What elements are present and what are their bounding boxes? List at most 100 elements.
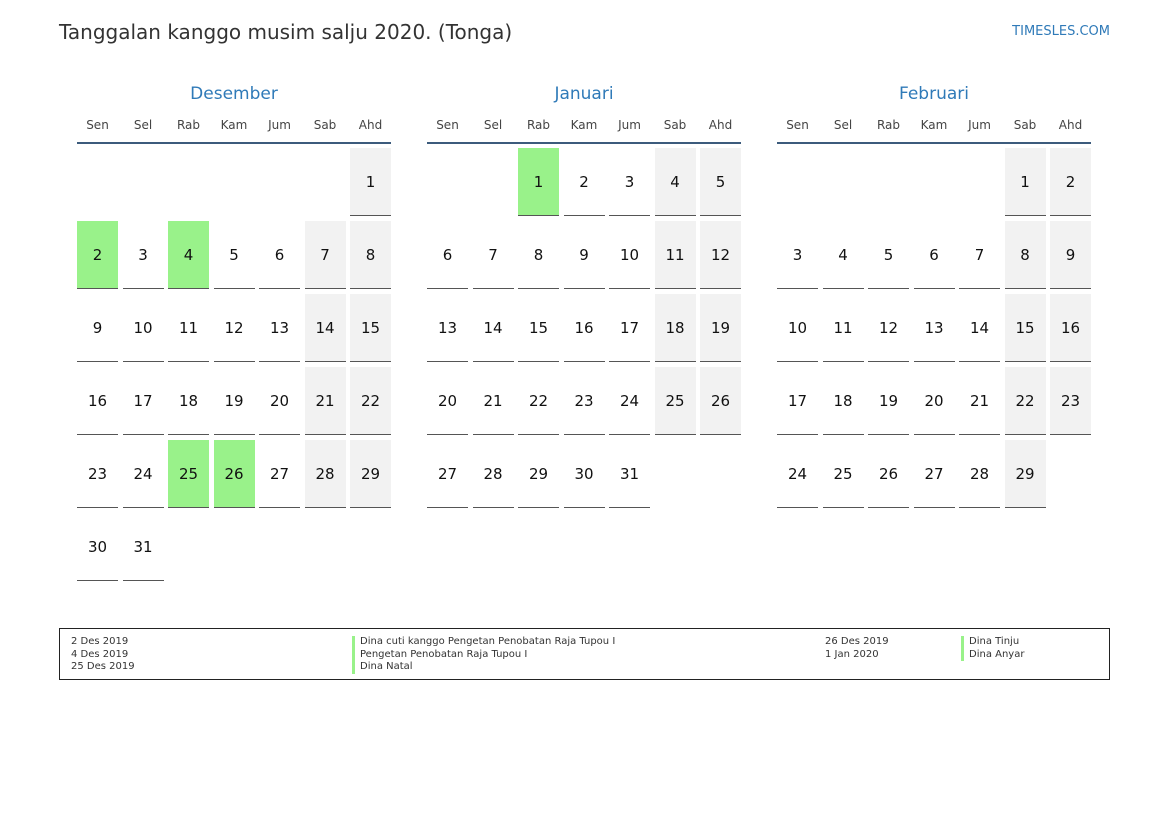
day-cell: 20 xyxy=(427,367,468,435)
weekday-label: Jum xyxy=(268,118,291,132)
month-name: Desember xyxy=(190,84,278,104)
day-cell: 2 xyxy=(563,148,605,216)
legend-holiday-name: Dina cuti kanggo Pengetan Penobatan Raja… xyxy=(352,636,615,649)
day-cell: 17 xyxy=(609,294,650,362)
weekday-header: Sen Sel Rab Kam Jum Sab Ahd xyxy=(427,118,741,135)
day-cell: 29 xyxy=(350,440,391,508)
day-cell: 1 xyxy=(350,148,391,216)
day-cell: 15 xyxy=(518,294,559,362)
header-divider xyxy=(427,142,741,144)
day-cell: 14 xyxy=(959,294,1000,362)
day-cell: 13 xyxy=(427,294,468,362)
day-cell: 11 xyxy=(168,294,209,362)
weekday-label: Rab xyxy=(526,118,551,132)
day-cell: 9 xyxy=(77,294,118,362)
day-cell: 1 xyxy=(518,148,559,216)
weekday-label: Sel xyxy=(133,118,153,132)
day-cell: 24 xyxy=(122,440,164,508)
weekday-label: Jum xyxy=(618,118,641,132)
day-cell: 20 xyxy=(913,367,955,435)
site-link[interactable]: TIMESLES.COM xyxy=(1012,24,1110,39)
weekday-label: Sab xyxy=(313,118,337,132)
day-cell: 15 xyxy=(350,294,391,362)
weekday-label: Sen xyxy=(786,118,809,132)
day-cell: 12 xyxy=(213,294,255,362)
empty-cell xyxy=(123,148,164,216)
day-cell: 3 xyxy=(609,148,650,216)
day-cell: 3 xyxy=(122,221,164,289)
day-cell: 2 xyxy=(1050,148,1091,216)
day-cell: 8 xyxy=(1004,221,1046,289)
day-cell: 27 xyxy=(259,440,300,508)
holiday-legend: 2 Des 2019 4 Des 2019 25 Des 2019 Dina c… xyxy=(59,628,1110,680)
day-cell: 18 xyxy=(822,367,864,435)
day-cell: 4 xyxy=(822,221,864,289)
day-cell: 6 xyxy=(913,221,955,289)
day-cell: 31 xyxy=(609,440,650,508)
empty-cell xyxy=(77,148,118,216)
day-cell: 30 xyxy=(563,440,605,508)
day-cell: 21 xyxy=(304,367,346,435)
day-cell: 19 xyxy=(868,367,909,435)
weekday-label: Rab xyxy=(176,118,201,132)
legend-names-left: Dina cuti kanggo Pengetan Penobatan Raja… xyxy=(352,636,615,674)
day-cell: 13 xyxy=(913,294,955,362)
day-cell: 19 xyxy=(700,294,741,362)
day-cell: 28 xyxy=(959,440,1000,508)
empty-cell xyxy=(823,148,864,216)
day-cell: 28 xyxy=(472,440,514,508)
empty-cell xyxy=(214,148,255,216)
weekday-label: Sen xyxy=(436,118,459,132)
empty-cell xyxy=(777,148,818,216)
day-cell: 24 xyxy=(777,440,818,508)
day-cell: 10 xyxy=(609,221,650,289)
day-cell: 5 xyxy=(213,221,255,289)
day-cell: 21 xyxy=(959,367,1000,435)
day-cell: 29 xyxy=(518,440,559,508)
day-cell: 5 xyxy=(700,148,741,216)
empty-cell xyxy=(868,148,909,216)
day-grid: 1 2 3 4 5 6 7 8 9 10 11 12 13 14 15 16 17 18 19 20 21 22 23 24 2… xyxy=(777,148,1091,581)
header-divider xyxy=(77,142,391,144)
day-cell: 20 xyxy=(259,367,300,435)
day-cell: 26 xyxy=(700,367,741,435)
empty-cell xyxy=(168,148,209,216)
day-cell: 8 xyxy=(350,221,391,289)
weekday-label: Kam xyxy=(920,118,948,132)
legend-date: 1 Jan 2020 xyxy=(825,648,879,660)
day-cell: 22 xyxy=(518,367,559,435)
weekday-label: Kam xyxy=(570,118,598,132)
day-cell: 3 xyxy=(777,221,818,289)
empty-cell xyxy=(473,148,514,216)
legend-names-right: Dina Tinju Dina Anyar xyxy=(961,636,1024,662)
day-cell: 21 xyxy=(472,367,514,435)
day-cell: 13 xyxy=(259,294,300,362)
day-cell: 9 xyxy=(563,221,605,289)
empty-cell xyxy=(305,148,346,216)
legend-date: 26 Des 2019 xyxy=(825,636,889,647)
day-cell: 10 xyxy=(122,294,164,362)
day-cell: 6 xyxy=(259,221,300,289)
day-cell: 11 xyxy=(822,294,864,362)
day-cell: 17 xyxy=(122,367,164,435)
day-cell: 17 xyxy=(777,367,818,435)
day-cell: 24 xyxy=(609,367,650,435)
weekday-label: Sel xyxy=(483,118,503,132)
empty-cell xyxy=(914,148,955,216)
weekday-label: Ahd xyxy=(1058,118,1083,132)
day-cell: 25 xyxy=(822,440,864,508)
weekday-label: Sen xyxy=(86,118,109,132)
weekday-header: Sen Sel Rab Kam Jum Sab Ahd xyxy=(77,118,391,135)
legend-dates-right: 26 Des 2019 1 Jan 2020 xyxy=(825,636,889,661)
weekday-label: Jum xyxy=(968,118,991,132)
day-cell: 9 xyxy=(1050,221,1091,289)
day-cell: 7 xyxy=(304,221,346,289)
day-cell: 19 xyxy=(213,367,255,435)
weekday-label: Sel xyxy=(833,118,853,132)
day-cell: 23 xyxy=(77,440,118,508)
month-name: Februari xyxy=(899,84,969,104)
day-cell: 27 xyxy=(913,440,955,508)
legend-date: 25 Des 2019 xyxy=(71,661,135,673)
